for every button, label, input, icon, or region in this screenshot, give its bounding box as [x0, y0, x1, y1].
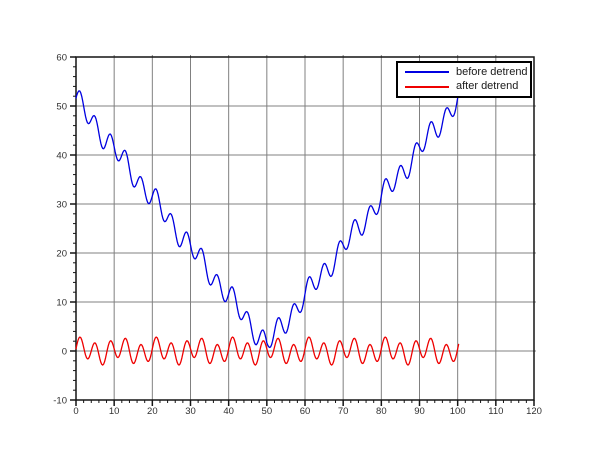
x-tick-label: 40 [223, 406, 234, 417]
y-tick-label: 20 [56, 248, 67, 259]
x-tick-label: 90 [414, 406, 425, 417]
x-tick-label: 50 [262, 406, 273, 417]
x-tick-label: 10 [109, 406, 120, 417]
legend-label-after-detrend: after detrend [456, 80, 519, 93]
x-tick-label: 0 [73, 406, 78, 417]
x-tick-label: 60 [300, 406, 311, 417]
y-tick-label: 50 [56, 101, 67, 112]
x-tick-label: 80 [376, 406, 387, 417]
y-tick-label: 30 [56, 199, 67, 210]
x-tick-label: 20 [147, 406, 158, 417]
x-tick-label: 110 [488, 406, 503, 417]
x-tick-label: 100 [450, 406, 466, 417]
y-tick-label: 40 [56, 150, 67, 161]
y-tick-label: 0 [62, 346, 67, 357]
legend: before detrend after detrend [396, 61, 532, 98]
legend-line-before-detrend-icon [405, 71, 449, 74]
series-line-after-detrend [75, 336, 460, 366]
x-tick-label: 70 [338, 406, 349, 417]
y-tick-label: 10 [56, 297, 67, 308]
legend-entry-before-detrend: before detrend [398, 65, 530, 79]
y-tick-label: -10 [53, 395, 67, 406]
x-tick-label: 120 [526, 406, 542, 417]
legend-line-after-detrend-icon [405, 85, 449, 88]
legend-entry-after-detrend: after detrend [398, 80, 530, 94]
series-line-before-detrend [75, 90, 460, 349]
legend-label-before-detrend: before detrend [456, 65, 528, 78]
y-tick-label: 60 [56, 52, 67, 63]
x-tick-label: 30 [185, 406, 196, 417]
